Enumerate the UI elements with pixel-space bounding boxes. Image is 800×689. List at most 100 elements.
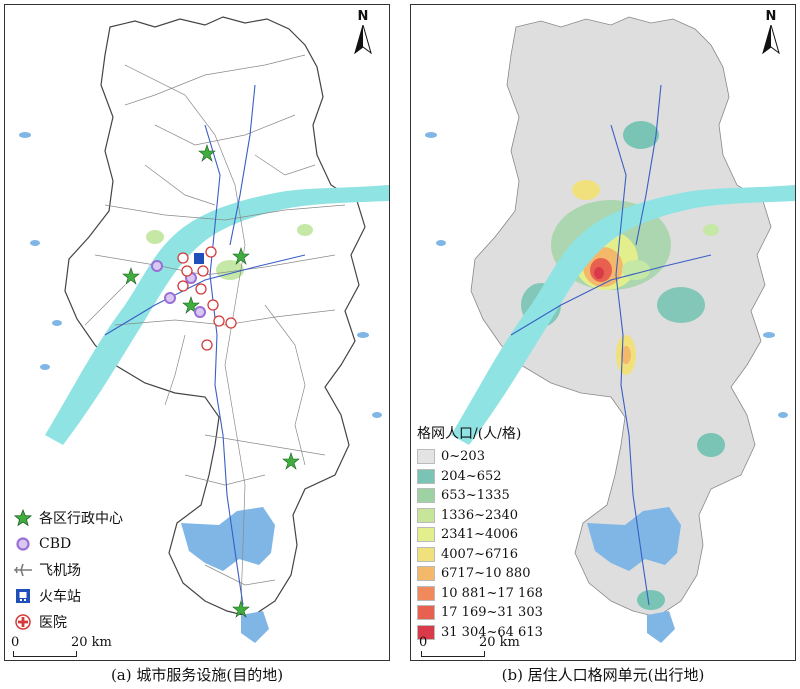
legend-class-label: 2341~4006 — [441, 527, 519, 543]
road-network — [84, 54, 346, 606]
small-lakes — [19, 132, 382, 418]
legend-item-hospital: 医院 — [11, 609, 123, 635]
legend-class-item: 653~1335 — [417, 486, 543, 506]
legend-class-label: 17 169~31 303 — [441, 605, 543, 621]
lake-shijiu — [587, 507, 681, 571]
hospital-cross-icon — [205, 246, 217, 258]
legend-label: CBD — [39, 536, 72, 552]
scalebar-start: 0 — [419, 635, 428, 650]
hospital-cross-icon — [11, 612, 35, 632]
legend-class-label: 10 881~17 168 — [441, 585, 543, 601]
yangtze-river — [45, 185, 389, 445]
star-icon — [198, 144, 216, 162]
legend-class-item: 6717~10 880 — [417, 564, 543, 584]
legend-title: 格网人口/(人/格) — [417, 426, 522, 442]
legend-class-list: 0~203 204~652 653~1335 1336~2340 2341~4006 40… — [417, 447, 543, 642]
north-label: N — [765, 9, 777, 24]
legend-class-label: 31 304~64 613 — [441, 624, 543, 640]
legend-swatch — [417, 488, 435, 504]
hospital-cross-icon — [213, 315, 225, 327]
hospital-markers — [177, 246, 237, 351]
map-panel-service-facilities: N 各区行政中心 CBD 飞机场 火 — [4, 4, 390, 661]
hospital-cross-icon — [181, 265, 193, 277]
legend-facilities: 各区行政中心 CBD 飞机场 火车站 医院 — [11, 505, 123, 635]
map-panel-population-grid: N 格网人口/(人/格) 0~203 204~652 653~1335 1336~23… — [410, 4, 796, 661]
legend-class-label: 4007~6716 — [441, 546, 519, 562]
lake-gucheng — [241, 611, 269, 643]
district-centres — [122, 144, 300, 618]
hospital-cross-icon — [197, 265, 209, 277]
legend-label: 火车站 — [39, 589, 81, 605]
north-label: N — [357, 9, 369, 24]
legend-class-item: 31 304~64 613 — [417, 623, 543, 643]
airplane-icon — [11, 560, 35, 580]
legend-class-item: 4007~6716 — [417, 545, 543, 565]
park-east — [703, 224, 719, 236]
legend-swatch — [417, 507, 435, 523]
train-station-icon — [11, 586, 35, 606]
scalebar-end: 20 km — [71, 635, 112, 650]
hospital-cross-icon — [201, 339, 213, 351]
metro-lines — [510, 84, 712, 606]
legend-item-train-station: 火车站 — [11, 583, 123, 609]
scalebar-line — [13, 651, 77, 657]
hospital-cross-icon — [177, 252, 189, 264]
legend-class-label: 204~652 — [441, 468, 502, 484]
scalebar-line — [421, 651, 485, 657]
legend-population: 格网人口/(人/格) 0~203 204~652 653~1335 1336~2340… — [417, 423, 543, 642]
legend-class-item: 17 169~31 303 — [417, 603, 543, 623]
north-arrow-icon — [762, 25, 780, 55]
legend-item-cbd: CBD — [11, 531, 123, 557]
cbd-circle-icon — [151, 260, 163, 272]
legend-label: 医院 — [39, 615, 67, 631]
park-purple-mountain — [622, 260, 650, 280]
north-arrow: N — [757, 9, 785, 57]
park-west — [146, 230, 164, 244]
star-icon — [232, 600, 250, 618]
small-lakes — [425, 132, 788, 418]
yangtze-river — [451, 185, 795, 445]
hospital-cross-icon — [207, 299, 219, 311]
legend-label: 各区行政中心 — [39, 511, 123, 527]
park-east — [297, 224, 313, 236]
legend-swatch — [417, 566, 435, 582]
star-icon — [11, 508, 35, 528]
hospital-cross-icon — [177, 280, 189, 292]
legend-item-district-centre: 各区行政中心 — [11, 505, 123, 531]
legend-item-airport: 飞机场 — [11, 557, 123, 583]
legend-class-item: 204~652 — [417, 467, 543, 487]
north-arrow-icon — [354, 25, 372, 55]
legend-class-item: 0~203 — [417, 447, 543, 467]
legend-class-label: 653~1335 — [441, 488, 510, 504]
legend-swatch — [417, 546, 435, 562]
legend-swatch — [417, 527, 435, 543]
train-station-icon — [194, 253, 204, 264]
legend-swatch — [417, 605, 435, 621]
scalebar-start: 0 — [11, 635, 20, 650]
cbd-circle-icon — [194, 306, 206, 318]
hospital-cross-icon — [195, 283, 207, 295]
lake-shijiu — [181, 507, 275, 571]
legend-swatch — [417, 449, 435, 465]
scalebar-end: 20 km — [479, 635, 520, 650]
metro-lines — [104, 84, 306, 606]
legend-swatch — [417, 468, 435, 484]
legend-class-label: 1336~2340 — [441, 507, 519, 523]
hospital-cross-icon — [225, 317, 237, 329]
star-icon — [182, 296, 200, 314]
legend-swatch — [417, 585, 435, 601]
legend-class-item: 2341~4006 — [417, 525, 543, 545]
service-facilities-map — [19, 16, 389, 643]
caption-panel-a: (a) 城市服务设施(目的地) — [110, 666, 284, 684]
legend-class-item: 10 881~17 168 — [417, 584, 543, 604]
legend-swatch — [417, 624, 435, 640]
lake-gucheng — [647, 611, 675, 643]
legend-class-label: 6717~10 880 — [441, 566, 531, 582]
caption-panel-b: (b) 居住人口格网单元(出行地) — [501, 666, 705, 684]
legend-class-item: 1336~2340 — [417, 506, 543, 526]
cbd-circle-icon — [11, 534, 35, 554]
star-icon — [282, 452, 300, 470]
star-icon — [232, 247, 250, 265]
legend-label: 飞机场 — [39, 563, 81, 579]
legend-class-label: 0~203 — [441, 449, 485, 465]
